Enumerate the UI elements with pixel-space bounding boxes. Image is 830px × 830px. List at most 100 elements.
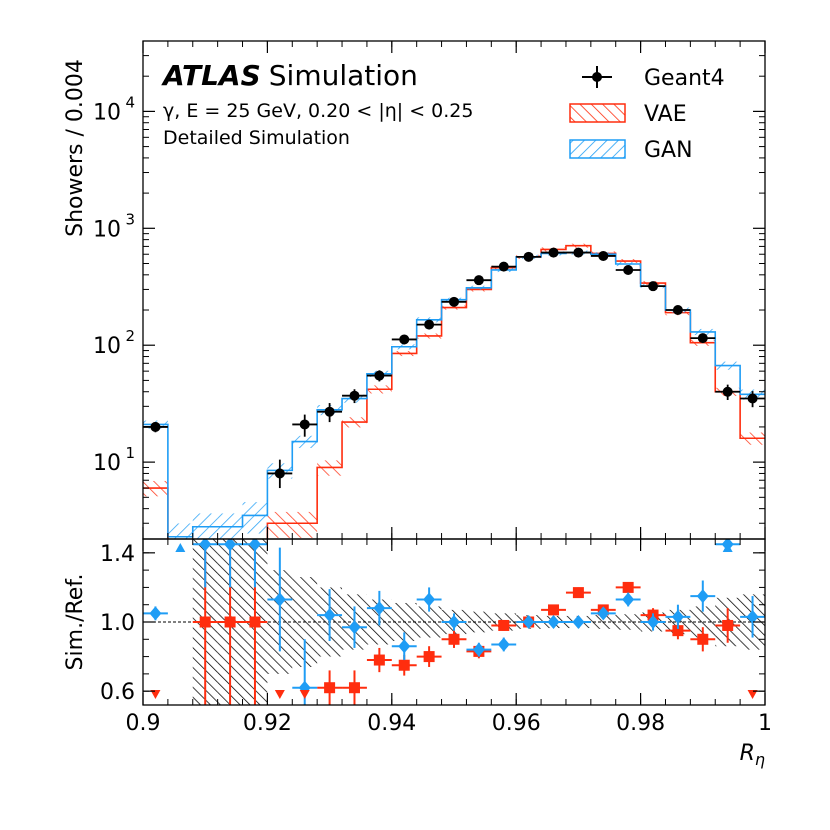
x-tick-label-0: 0.9 bbox=[126, 711, 161, 736]
gan-ratio-point-22 bbox=[696, 589, 709, 604]
annotation-line2: Detailed Simulation bbox=[163, 127, 350, 149]
annotation-line1: γ, E = 25 GeV, 0.20 < |η| < 0.25 bbox=[163, 100, 474, 122]
x-tick-label-3: 0.96 bbox=[492, 711, 541, 736]
gan-ratio-point-13 bbox=[472, 642, 485, 657]
gan-ratio-point-18 bbox=[597, 606, 610, 621]
ratio-y-tick-label-0: 0.6 bbox=[100, 680, 135, 705]
gan-ratio-point-16 bbox=[547, 615, 560, 629]
gan-ratio-point-19 bbox=[622, 592, 635, 607]
gan-ratio-point-9 bbox=[373, 601, 386, 616]
gan-ratio-point-15 bbox=[522, 615, 535, 629]
top-y-axis-label: Showers / 0.004 bbox=[63, 59, 88, 237]
vae-ratio-point-22 bbox=[697, 633, 709, 645]
vae-ratio-point-2 bbox=[199, 616, 211, 628]
geant4-point-10 bbox=[399, 334, 410, 345]
gan-ratio-point-8 bbox=[348, 620, 361, 635]
gan-ratio-point-0 bbox=[149, 606, 162, 621]
vae-below-arrow-3 bbox=[747, 690, 758, 699]
legend-vae: VAE bbox=[569, 102, 687, 127]
gan-ratio-point-4 bbox=[248, 539, 261, 552]
vae-below-arrow-2 bbox=[299, 690, 310, 699]
vae-ratio-point-17 bbox=[572, 587, 584, 599]
gan-ratio-point-24 bbox=[746, 609, 759, 624]
legend-geant4: Geant4 bbox=[582, 66, 725, 91]
ratio-panel-frame bbox=[142, 538, 766, 706]
y-tick-label-2: 10 bbox=[93, 217, 121, 242]
vae-ratio-point-19 bbox=[622, 581, 634, 593]
geant4-point-0 bbox=[150, 421, 161, 432]
vae-ratio-point-12 bbox=[448, 633, 460, 645]
vae-band-1 bbox=[168, 590, 193, 633]
vae-ratio-point-21 bbox=[672, 625, 684, 637]
gan-ratio-point-17 bbox=[572, 615, 585, 629]
ratio-y-axis-label: Sim./Ref. bbox=[63, 574, 88, 671]
vae-ratio-point-3 bbox=[224, 616, 236, 628]
x-tick-label-5: 1 bbox=[758, 711, 772, 736]
geant4-point-7 bbox=[324, 406, 335, 417]
gan-ratio-point-20 bbox=[647, 615, 660, 629]
vae-ratio-point-8 bbox=[348, 682, 360, 694]
geant4-point-6 bbox=[299, 419, 310, 430]
vae-ratio-point-23 bbox=[722, 619, 734, 631]
vae-ratio-point-10 bbox=[398, 659, 410, 671]
gan-step-line bbox=[143, 251, 765, 538]
vae-ratio-point-9 bbox=[373, 654, 385, 666]
vae-ratio-point-11 bbox=[423, 651, 435, 663]
legend-gan-swatch bbox=[569, 139, 626, 159]
x-axis-label-sub: η bbox=[755, 750, 765, 769]
gan-ratio-point-21 bbox=[671, 609, 684, 624]
geant4-point-9 bbox=[374, 370, 385, 381]
legend-gan-label: GAN bbox=[644, 138, 693, 163]
gan-band-4 bbox=[242, 502, 268, 534]
geant4-point-11 bbox=[424, 319, 435, 330]
geant4-point-15 bbox=[523, 251, 534, 262]
vae-below-arrow-0 bbox=[150, 690, 161, 699]
gan-ratio-point-12 bbox=[448, 615, 460, 629]
legend-geant4-marker bbox=[592, 72, 602, 82]
gan-above-arrow-0 bbox=[175, 543, 186, 552]
x-tick-label-4: 0.98 bbox=[616, 711, 665, 736]
geant4-point-5 bbox=[274, 468, 285, 479]
gan-ratio-point-7 bbox=[323, 608, 336, 623]
gan-ratio-point-14 bbox=[497, 637, 510, 652]
y-tick-label-1: 10 bbox=[93, 334, 121, 359]
vae-ratio-point-16 bbox=[548, 604, 560, 616]
y-tick-label-0: 10 bbox=[93, 451, 121, 476]
vae-band-5 bbox=[267, 511, 293, 538]
atlas-brand-suffix: Simulation bbox=[269, 59, 418, 92]
geant4-point-12 bbox=[449, 296, 459, 307]
geant4-point-22 bbox=[697, 333, 708, 344]
vae-ratio-point-7 bbox=[324, 682, 336, 694]
geant4-point-16 bbox=[548, 247, 559, 258]
vae-ratio-point-14 bbox=[498, 619, 510, 631]
gan-ratio-point-5 bbox=[273, 592, 286, 607]
ratio-y-tick-label-2: 1.4 bbox=[100, 542, 135, 567]
x-axis-label: Rη bbox=[740, 741, 765, 769]
y-tick-exponent-2: 3 bbox=[125, 210, 135, 228]
y-tick-exponent-0: 1 bbox=[125, 444, 135, 462]
x-tick-label-1: 0.92 bbox=[243, 711, 292, 736]
gan-ratio-point-10 bbox=[398, 639, 411, 654]
geant4-point-23 bbox=[722, 386, 733, 397]
gan-ratio-point-3 bbox=[224, 539, 237, 552]
geant4-point-17 bbox=[573, 247, 584, 258]
geant4-point-19 bbox=[623, 264, 634, 275]
legend-gan: GAN bbox=[569, 138, 693, 163]
gan-ratio-point-2 bbox=[199, 539, 212, 552]
x-tick-label-2: 0.94 bbox=[367, 711, 416, 736]
gan-ratio-point-11 bbox=[423, 592, 436, 607]
vae-band-6 bbox=[292, 511, 318, 538]
geant4-point-20 bbox=[648, 281, 659, 292]
gan-above-arrow-1 bbox=[722, 543, 733, 552]
vae-ratio-point-4 bbox=[249, 616, 261, 628]
y-tick-exponent-3: 4 bbox=[125, 93, 135, 111]
geant4-point-13 bbox=[473, 275, 484, 286]
geant4-point-8 bbox=[349, 390, 360, 401]
x-axis-label-main: R bbox=[740, 741, 755, 766]
legend-geant4-label: Geant4 bbox=[644, 66, 725, 91]
atlas-brand: ATLAS bbox=[161, 59, 261, 92]
geant4-point-18 bbox=[598, 250, 609, 261]
geant4-point-14 bbox=[498, 261, 509, 272]
legend-vae-label: VAE bbox=[644, 102, 687, 127]
